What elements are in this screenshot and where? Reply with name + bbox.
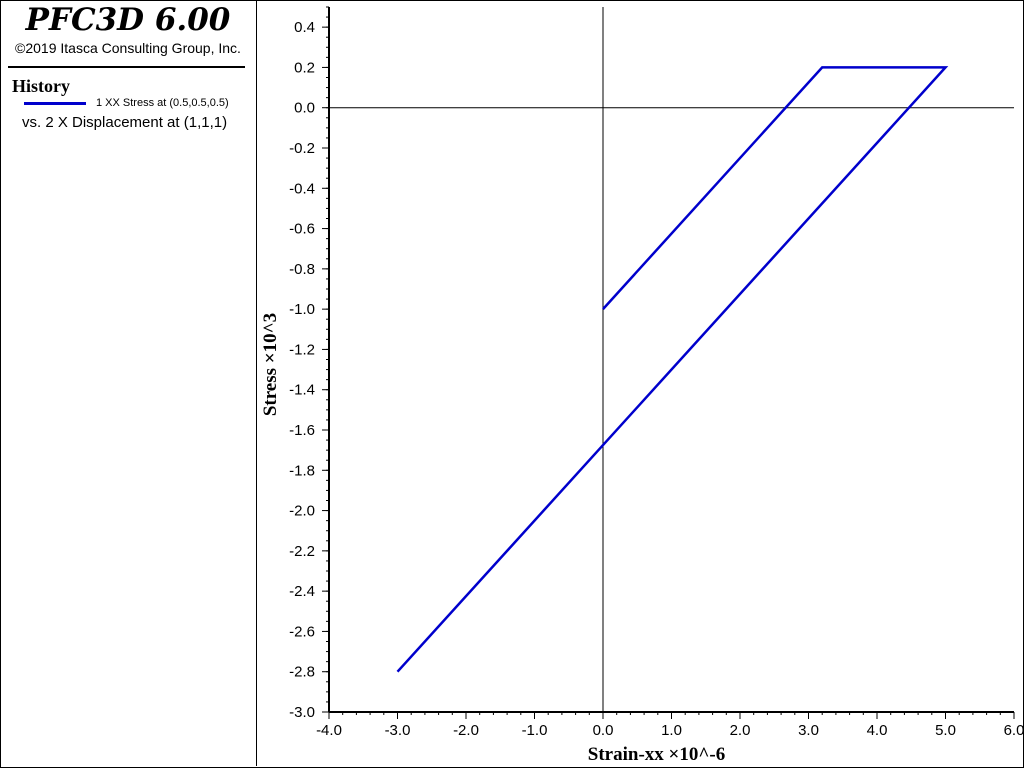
y-tick-label: -0.8 xyxy=(289,261,315,278)
y-tick-label: -2.0 xyxy=(289,503,315,520)
y-tick-label: -1.4 xyxy=(289,382,315,399)
x-axis-title: Strain-xx ×10^-6 xyxy=(588,744,725,765)
x-tick-label: 0.0 xyxy=(593,722,614,739)
x-tick-label: -4.0 xyxy=(316,722,342,739)
y-tick-label: -3.0 xyxy=(289,704,315,721)
x-tick-label: 6.0 xyxy=(1004,722,1024,739)
y-tick-label: -2.8 xyxy=(289,664,315,681)
x-tick-label: 4.0 xyxy=(867,722,888,739)
y-tick-label: -0.6 xyxy=(289,221,315,238)
x-tick-label: 1.0 xyxy=(661,722,682,739)
legend-panel: PFC3D 6.00 ©2019 Itasca Consulting Group… xyxy=(0,0,257,766)
legend-swatch-line xyxy=(24,102,86,105)
legend-divider xyxy=(8,66,245,68)
y-tick-label: 0.4 xyxy=(294,19,315,36)
x-tick-label: -1.0 xyxy=(522,722,548,739)
y-tick-label: -1.2 xyxy=(289,341,315,358)
y-tick-label: -1.0 xyxy=(289,301,315,318)
app-title: PFC3D 6.00 xyxy=(25,2,231,38)
history-title: History xyxy=(12,76,70,96)
x-tick-label: 3.0 xyxy=(798,722,819,739)
x-tick-label: 5.0 xyxy=(935,722,956,739)
y-tick-label: 0.2 xyxy=(294,59,315,76)
y-tick-label: 0.0 xyxy=(294,100,315,117)
y-tick-label: -2.4 xyxy=(289,583,315,600)
series-line-0 xyxy=(396,66,949,673)
y-tick-label: -2.6 xyxy=(289,623,315,640)
y-axis-title: Stress ×10^3 xyxy=(260,313,281,416)
y-tick-label: -0.4 xyxy=(289,180,315,197)
y-tick-label: -0.2 xyxy=(289,140,315,157)
legend-vs-label: vs. 2 X Displacement at (1,1,1) xyxy=(22,114,228,131)
y-tick-label: -2.2 xyxy=(289,543,315,560)
y-tick-label: -1.8 xyxy=(289,462,315,479)
copyright-text: ©2019 Itasca Consulting Group, Inc. xyxy=(15,40,241,56)
x-tick-label: -2.0 xyxy=(453,722,479,739)
x-tick-label: 2.0 xyxy=(730,722,751,739)
x-tick-label: -3.0 xyxy=(385,722,411,739)
legend-series-label: 1 XX Stress at (0.5,0.5,0.5) xyxy=(96,97,229,109)
y-tick-label: -1.6 xyxy=(289,422,315,439)
